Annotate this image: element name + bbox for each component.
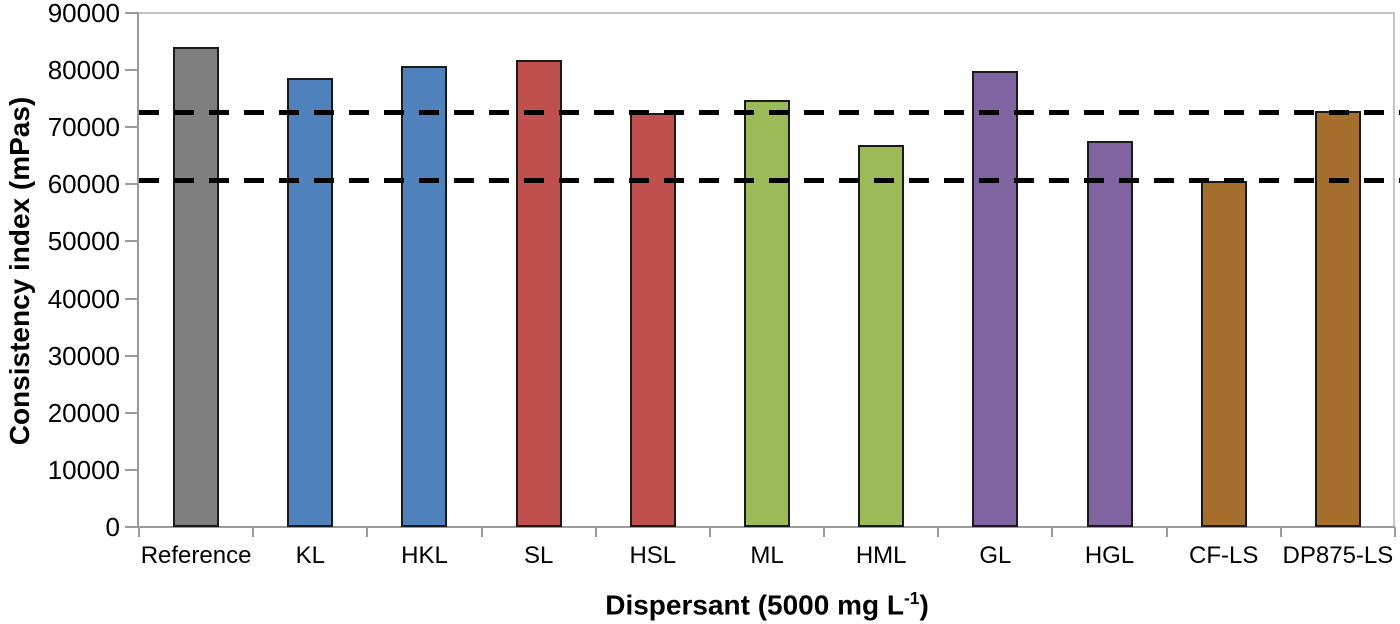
x-category-label: KL [295, 542, 325, 569]
x-tick-mark [1165, 527, 1168, 537]
y-tick-label: 10000 [47, 454, 120, 485]
x-category-label: GL [979, 542, 1012, 569]
y-tick-label: 30000 [47, 340, 120, 371]
plot-border-right [1393, 12, 1395, 527]
y-tick-mark [125, 12, 138, 14]
y-tick-mark [125, 468, 138, 471]
x-category-label: HML [855, 542, 907, 569]
x-category-label: Reference [140, 542, 252, 569]
y-tick-label: 0 [105, 512, 120, 542]
x-category-label: CF-LS [1189, 542, 1259, 569]
x-category-label: ML [750, 542, 784, 569]
y-tick-label: 80000 [47, 55, 120, 86]
reference-line-lower [139, 178, 1400, 184]
x-tick-mark [1394, 527, 1396, 537]
y-tick-mark [125, 183, 138, 186]
y-tick-label: 20000 [47, 397, 120, 428]
bar [629, 112, 676, 527]
x-category-label: HSL [629, 542, 677, 569]
x-tick-mark [1051, 527, 1054, 537]
y-tick-label: 40000 [47, 283, 120, 314]
y-tick-label: 60000 [47, 169, 120, 200]
x-tick-mark [594, 527, 597, 537]
x-tick-mark [937, 527, 940, 537]
x-tick-mark [138, 527, 140, 537]
x-category-label: HGL [1084, 542, 1135, 569]
y-tick-label: 50000 [47, 226, 120, 257]
y-tick-mark [125, 354, 138, 357]
reference-line-upper [139, 109, 1400, 115]
bar [515, 60, 562, 527]
y-axis-title: Consistency index (mPas) [4, 96, 35, 446]
y-axis-line [137, 12, 139, 528]
y-tick-label: 70000 [47, 112, 120, 143]
y-tick-mark [125, 297, 138, 300]
x-axis-title-text: Dispersant (5000 mg L [605, 589, 904, 621]
x-category-label: DP875-LS [1282, 542, 1394, 569]
x-tick-mark [366, 527, 369, 537]
x-category-label: HKL [401, 542, 448, 569]
x-axis-title: Dispersant (5000 mg L-1) [139, 588, 1395, 621]
x-category-label: SL [523, 542, 554, 569]
y-tick-mark [125, 69, 138, 72]
y-tick-label: 90000 [47, 0, 120, 28]
x-tick-mark [708, 527, 711, 537]
plot-border-top [139, 12, 1395, 14]
y-tick-mark [125, 526, 138, 528]
bar [287, 78, 334, 527]
x-axis-title-suffix: ) [919, 589, 929, 621]
x-tick-mark [252, 527, 255, 537]
bar [858, 145, 905, 527]
bar [1314, 111, 1361, 527]
y-tick-mark [125, 240, 138, 243]
x-axis-title-superscript: -1 [904, 588, 920, 608]
bar [972, 70, 1019, 527]
bar [1200, 180, 1247, 527]
x-axis-line [126, 526, 1395, 528]
y-tick-mark [125, 126, 138, 129]
bar [401, 65, 448, 527]
x-tick-mark [823, 527, 826, 537]
bar [1086, 140, 1133, 527]
x-tick-mark [1279, 527, 1282, 537]
bar [744, 99, 790, 527]
x-tick-mark [480, 527, 483, 537]
y-tick-mark [125, 411, 138, 414]
bar [173, 47, 220, 527]
